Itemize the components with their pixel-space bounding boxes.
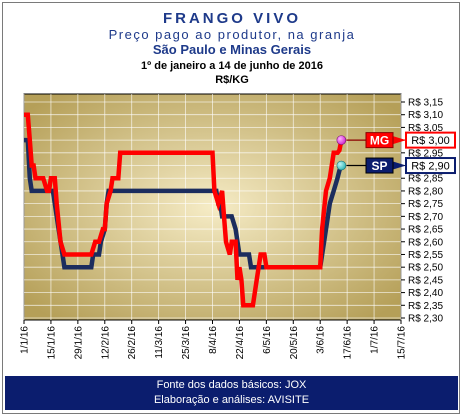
series-value-box-mg [405,131,456,149]
series-value-box-sp [405,157,456,175]
x-tick-label: 11/3/16 [154,326,165,359]
chart-subtitle: Preço pago ao produtor, na granja [108,27,356,42]
series-label-sp: SP [371,159,387,173]
series-value-sp: R$ 2,90 [411,161,450,173]
x-tick-label: 17/6/16 [343,326,354,360]
chart-unit: R$/KG [215,74,249,86]
series-value-mg: R$ 3,00 [411,135,450,147]
x-tick-label: 29/1/16 [73,326,84,360]
y-tick-label: R$ 2,75 [408,199,443,210]
series-lines [24,112,344,308]
series-callouts: MG R$ 3,00 SP R$ 2,90 [336,131,456,175]
x-tick-label: 3/6/16 [316,326,327,354]
x-tick-label: 12/2/16 [100,326,111,360]
y-tick-label: R$ 2,95 [408,148,443,159]
x-tick-label: 26/2/16 [127,326,138,360]
y-axis: R$ 3,15R$ 3,10R$ 3,05R$ 3,00R$ 2,95R$ 2,… [401,98,443,325]
footer: Fonte dos dados básicos: JOX Elaboração … [5,376,458,410]
x-tick-label: 15/1/16 [46,326,57,360]
y-tick-label: R$ 2,30 [408,314,443,325]
y-tick-label: R$ 2,40 [408,288,443,299]
footer-source: Fonte dos dados básicos: JOX [156,379,307,391]
footer-credit: Elaboração e análises: AVISITE [153,394,310,406]
x-tick-label: 1/1/16 [20,326,31,354]
y-tick-label: R$ 2,50 [408,263,443,274]
x-tick-label: 20/5/16 [289,326,300,360]
y-tick-label: R$ 2,85 [408,174,443,185]
y-tick-label: R$ 2,70 [408,212,443,223]
x-tick-label: 1/7/16 [370,326,381,354]
series-label-box-mg [365,132,394,149]
x-tick-label: 8/4/16 [208,326,219,354]
series-label-mg: MG [370,134,389,148]
chart-title: FRANGO VIVO [162,10,301,27]
x-tick-label: 22/4/16 [235,326,246,360]
y-tick-label: R$ 2,80 [408,186,443,197]
y-tick-label: R$ 3,15 [408,98,443,109]
y-tick-label: R$ 2,55 [408,250,443,261]
x-tick-label: 25/3/16 [181,326,192,360]
chart-region: São Paulo e Minas Gerais [152,42,312,57]
y-tick-label: R$ 2,65 [408,225,443,236]
x-tick-label: 15/7/16 [397,326,408,360]
y-tick-label: R$ 2,35 [408,301,443,312]
series-label-box-sp [365,157,394,174]
x-axis: 1/1/16 15/1/16 29/1/16 12/2/16 26/2/16 11/3/1… [20,320,408,359]
x-tick-label: 6/5/16 [262,326,273,354]
y-tick-label: R$ 3,05 [408,123,443,134]
y-tick-label: R$ 3,10 [408,110,443,121]
series-line-mg [24,112,344,308]
y-tick-label: R$ 2,60 [408,237,443,248]
chart-period: 1º de janeiro a 14 de junho de 2016 [141,60,323,72]
end-marker-sp [336,160,347,171]
end-marker-mg [336,135,347,145]
y-tick-label: R$ 2,45 [408,275,443,286]
